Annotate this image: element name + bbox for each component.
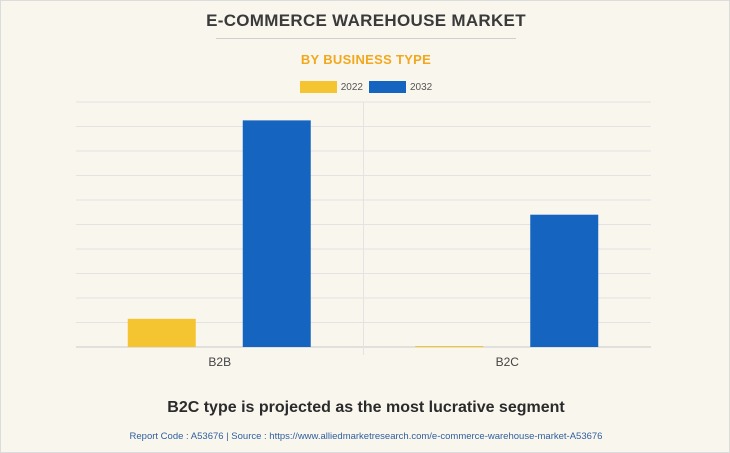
legend-item-2032: 2032 [369,81,432,93]
bar-b2b-2032 [242,120,311,347]
legend-label-2022: 2022 [340,81,363,93]
legend-item-2022: 2022 [299,81,363,93]
legend-swatch-2032 [369,81,406,93]
title-divider [216,38,516,39]
bar-chart: B2B B2C [76,101,651,369]
chart-headline: B2C type is projected as the most lucrat… [167,399,565,416]
source-citation: Report Code : A53676 | Source : https://… [129,431,603,442]
x-tick-label-b2c: B2C [496,355,520,369]
chart-subtitle: BY BUSINESS TYPE [300,52,432,67]
x-tick-label-b2b: B2B [208,355,231,369]
bar-b2c-2032 [530,214,599,347]
chart-legend: 2022 2032 [1,81,730,93]
legend-label-2032: 2032 [410,81,433,93]
legend-swatch-2022 [299,81,337,93]
bar-b2b-2022 [127,318,196,347]
bar-b2c-2022 [415,346,484,347]
chart-title: E-COMMERCE WAREHOUSE MARKET [206,11,526,30]
